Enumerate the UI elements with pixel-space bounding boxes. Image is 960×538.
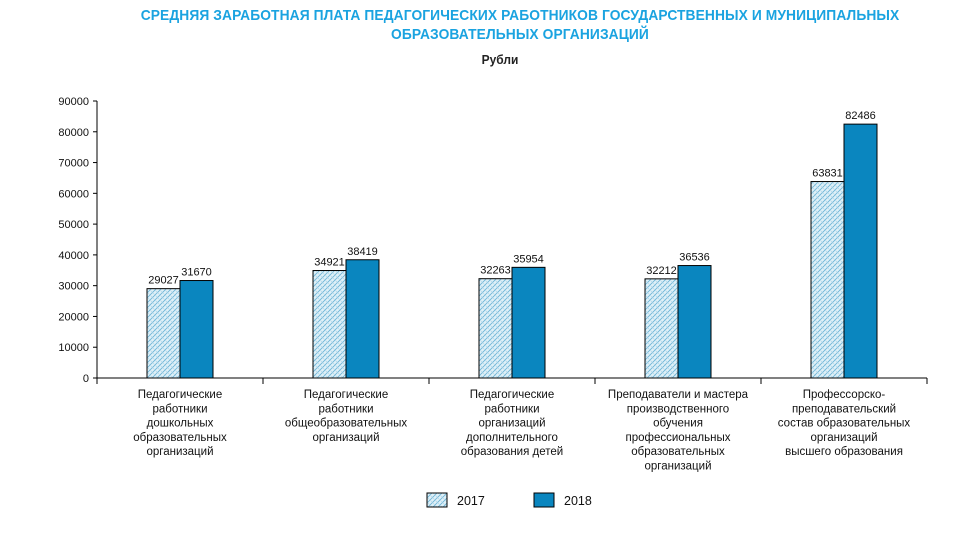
legend-swatch-2017 — [426, 492, 448, 508]
category-label-1-line-2: общеобразовательных — [285, 418, 407, 430]
chart-title-line-2: ОБРАЗОВАТЕЛЬНЫХ ОРГАНИЗАЦИЙ — [391, 26, 649, 43]
data-label-2017-cat-1: 34921 — [314, 257, 345, 269]
category-label-3-line-2: обучения — [653, 418, 703, 430]
bar-2018-cat-0 — [179, 280, 214, 379]
y-tick-label: 20000 — [58, 311, 89, 323]
y-tick-label: 50000 — [58, 219, 89, 231]
category-label-2-line-4: образования детей — [461, 446, 563, 458]
chart-legend: 2017 2018 — [426, 492, 592, 508]
y-tick-label: 70000 — [58, 158, 89, 170]
data-label-2018-cat-0: 31670 — [181, 267, 212, 279]
category-label-4-line-4: высшего образования — [785, 446, 903, 458]
category-label-2-line-0: Педагогические — [470, 389, 554, 401]
category-label-3-line-5: организаций — [644, 461, 711, 473]
category-label-0-line-4: организаций — [146, 446, 213, 458]
chart-category-labels: Педагогические работники дошкольных образов… — [133, 389, 910, 473]
legend-label-2017: 2017 — [457, 494, 485, 508]
category-label-4-line-0: Профессорско- — [803, 389, 886, 401]
y-tick-label: 90000 — [58, 96, 89, 108]
category-label-3-line-1: производственного — [627, 403, 729, 415]
category-label-2-line-1: работники — [484, 403, 539, 415]
data-label-2017-cat-2: 32263 — [480, 265, 511, 277]
data-label-2018-cat-2: 35954 — [513, 253, 544, 265]
y-tick-label: 60000 — [58, 188, 89, 200]
category-label-2-line-3: дополнительного — [466, 432, 558, 444]
category-label-3-line-4: образовательных — [631, 446, 725, 458]
data-label-2018-cat-3: 36536 — [679, 252, 710, 264]
category-label-4-line-2: состав образовательных — [778, 418, 911, 430]
bar-2018-cat-2 — [511, 266, 546, 379]
data-label-2017-cat-4: 63831 — [812, 168, 843, 180]
bar-2017-cat-0 — [146, 288, 181, 379]
y-tick-label: 80000 — [58, 127, 89, 139]
y-tick-label: 40000 — [58, 250, 89, 262]
y-tick-label: 0 — [83, 373, 89, 385]
category-label-0-line-2: дошкольных — [147, 418, 214, 430]
category-label-1-line-0: Педагогические — [304, 389, 388, 401]
bar-2017-cat-4 — [810, 181, 845, 379]
chart-bars — [146, 123, 878, 379]
chart-axes: 0 10000 20000 30000 40000 50000 60000 70000 8000… — [58, 96, 928, 385]
y-tick-label: 10000 — [58, 342, 89, 354]
category-label-0-line-0: Педагогические — [138, 389, 222, 401]
category-label-0-line-1: работники — [152, 403, 207, 415]
legend-swatch-2018 — [533, 492, 555, 508]
data-label-2018-cat-4: 82486 — [845, 110, 876, 122]
category-label-0-line-3: образовательных — [133, 432, 227, 444]
category-label-3-line-0: Преподаватели и мастера — [608, 389, 749, 401]
chart-title: СРЕДНЯЯ ЗАРАБОТНАЯ ПЛАТА ПЕДАГОГИЧЕСКИХ … — [42, 6, 960, 44]
data-label-2017-cat-3: 32212 — [646, 265, 677, 277]
chart-title-line-1: СРЕДНЯЯ ЗАРАБОТНАЯ ПЛАТА ПЕДАГОГИЧЕСКИХ … — [140, 7, 900, 24]
bar-2017-cat-1 — [312, 270, 347, 379]
y-tick-label: 30000 — [58, 281, 89, 293]
data-label-2017-cat-0: 29027 — [148, 275, 179, 287]
chart-unit-label: Рубли — [481, 52, 519, 67]
category-label-2-line-2: организаций — [478, 418, 545, 430]
legend-label-2018: 2018 — [564, 494, 592, 508]
bar-2017-cat-2 — [478, 278, 513, 379]
bar-2018-cat-3 — [677, 265, 712, 379]
category-label-1-line-3: организаций — [312, 432, 379, 444]
bar-2017-cat-3 — [644, 278, 679, 379]
data-label-2018-cat-1: 38419 — [347, 246, 378, 258]
category-label-4-line-3: организаций — [810, 432, 877, 444]
category-label-4-line-1: преподавательский — [792, 403, 896, 415]
category-label-1-line-1: работники — [318, 403, 373, 415]
category-label-3-line-3: профессиональных — [625, 432, 730, 444]
bar-2018-cat-4 — [843, 123, 878, 379]
bar-2018-cat-1 — [345, 259, 380, 379]
